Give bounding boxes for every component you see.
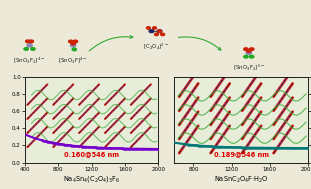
Text: [SnO$_3$F]$^{4-}$: [SnO$_3$F]$^{4-}$	[58, 56, 88, 66]
X-axis label: NaSnC$_2$O$_4$F·H$_2$O: NaSnC$_2$O$_4$F·H$_2$O	[214, 174, 268, 185]
Text: 0.160@546 nm: 0.160@546 nm	[64, 152, 119, 158]
Text: [SnO$_2$F$_2$]$^{4-}$: [SnO$_2$F$_2$]$^{4-}$	[13, 56, 46, 66]
Text: [SnO$_3$F$_2$]$^{5-}$: [SnO$_3$F$_2$]$^{5-}$	[233, 63, 265, 73]
X-axis label: Na$_4$Sn$_4$(C$_2$O$_4$)$_3$F$_6$: Na$_4$Sn$_4$(C$_2$O$_4$)$_3$F$_6$	[63, 174, 120, 184]
Text: 0.189@546 nm: 0.189@546 nm	[214, 152, 269, 158]
Text: [C$_2$O$_4$]$^{2-}$: [C$_2$O$_4$]$^{2-}$	[142, 42, 169, 52]
